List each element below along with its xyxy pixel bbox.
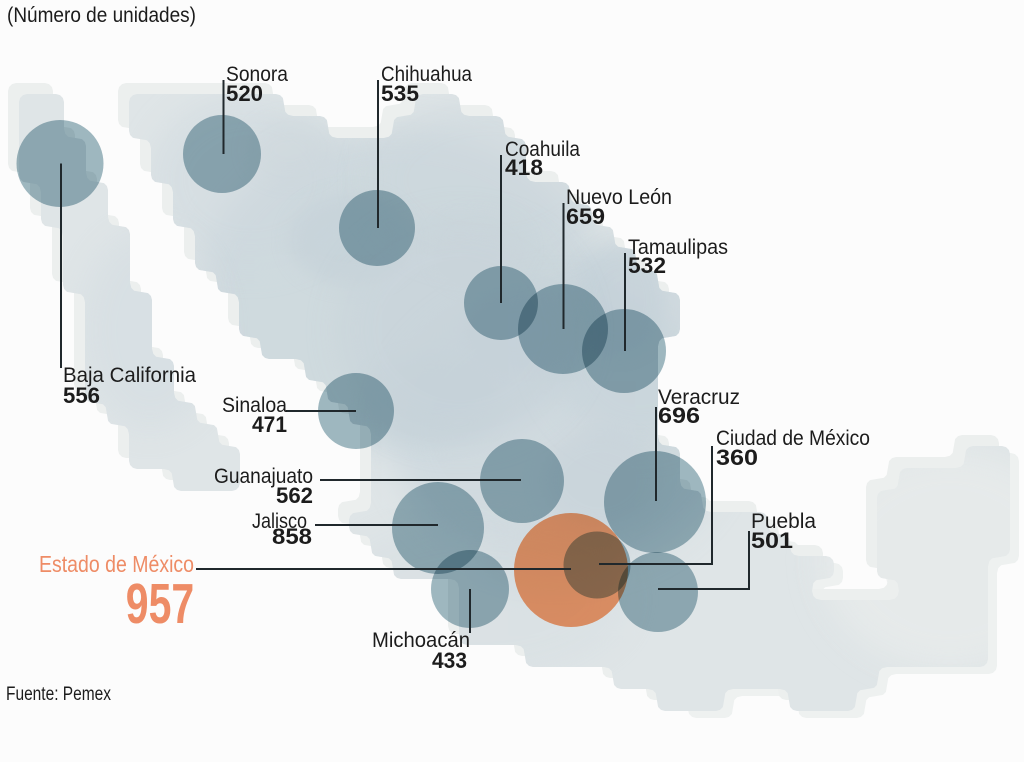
svg-text:501: 501 bbox=[751, 528, 793, 553]
svg-text:Nuevo León: Nuevo León bbox=[566, 186, 672, 209]
svg-text:Estado de México: Estado de México bbox=[39, 551, 194, 577]
svg-text:659: 659 bbox=[566, 204, 605, 229]
svg-text:858: 858 bbox=[272, 524, 312, 549]
svg-text:Michoacán: Michoacán bbox=[372, 629, 470, 652]
svg-text:360: 360 bbox=[716, 445, 758, 470]
svg-text:433: 433 bbox=[432, 648, 467, 673]
svg-text:520: 520 bbox=[226, 81, 263, 106]
svg-text:(Número de unidades): (Número de unidades) bbox=[7, 4, 196, 27]
svg-text:Veracruz: Veracruz bbox=[658, 386, 740, 409]
svg-text:Sonora: Sonora bbox=[226, 63, 288, 86]
svg-text:696: 696 bbox=[658, 403, 700, 428]
svg-text:Ciudad de México: Ciudad de México bbox=[716, 427, 870, 450]
svg-text:957: 957 bbox=[126, 571, 194, 635]
svg-text:Sinaloa: Sinaloa bbox=[222, 394, 287, 417]
svg-text:Chihuahua: Chihuahua bbox=[381, 63, 472, 86]
svg-text:Guanajuato: Guanajuato bbox=[214, 465, 313, 488]
svg-text:Jalisco: Jalisco bbox=[252, 510, 307, 533]
svg-text:471: 471 bbox=[252, 412, 287, 437]
svg-text:556: 556 bbox=[63, 383, 100, 408]
svg-text:Fuente: Pemex: Fuente: Pemex bbox=[6, 684, 111, 705]
svg-text:Puebla: Puebla bbox=[751, 510, 816, 533]
svg-text:418: 418 bbox=[505, 155, 543, 180]
svg-text:Tamaulipas: Tamaulipas bbox=[628, 236, 728, 259]
svg-text:532: 532 bbox=[628, 253, 666, 278]
svg-text:Coahuila: Coahuila bbox=[505, 138, 580, 161]
svg-text:535: 535 bbox=[381, 81, 419, 106]
svg-text:562: 562 bbox=[276, 483, 313, 508]
svg-text:Baja California: Baja California bbox=[63, 364, 196, 387]
